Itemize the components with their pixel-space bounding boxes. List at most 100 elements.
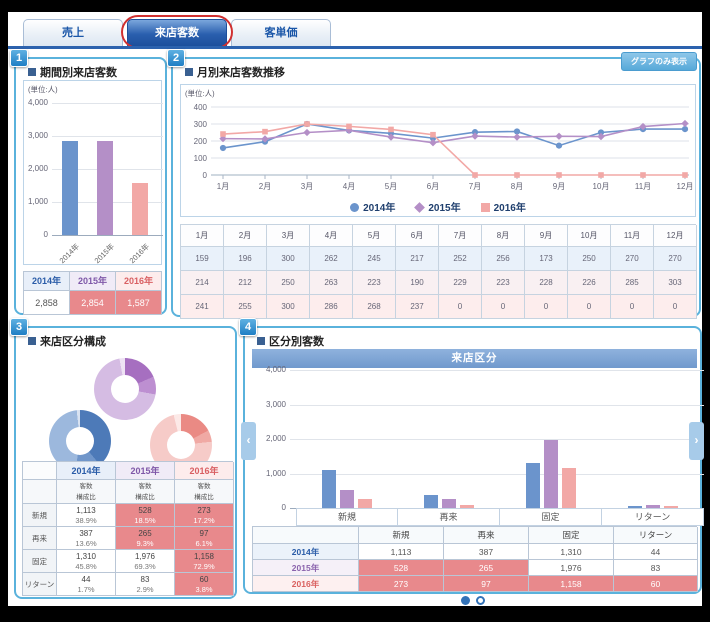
table-value-cell: 2,858 bbox=[24, 291, 70, 315]
table-value-cell: 263 bbox=[310, 271, 353, 295]
panel1-title: 期間別来店客数 bbox=[28, 64, 117, 80]
data-point bbox=[430, 131, 436, 138]
tab-sales[interactable]: 売上 bbox=[23, 19, 123, 46]
y-axis-tick-label: 0 bbox=[203, 171, 208, 180]
y-axis-tick-label: 0 bbox=[281, 503, 286, 512]
x-axis-month-label: 1月 bbox=[217, 182, 229, 191]
bar bbox=[131, 183, 148, 235]
y-axis-tick-label: 200 bbox=[194, 137, 208, 146]
y-axis-tick-label: 4,000 bbox=[27, 98, 48, 107]
category-chart-header: 来店区分 bbox=[252, 349, 697, 368]
composition-cell: 1,113 38.9% bbox=[57, 504, 116, 527]
table-value-cell: 159 bbox=[181, 247, 224, 271]
panel3-title: 来店区分構成 bbox=[28, 333, 106, 349]
category-axis-cell: リターン bbox=[602, 508, 704, 526]
composition-table: 2014年 2015年 2016年 客数 構成比 客数 構成比 客数 構成比 新規 1,113 38.… bbox=[22, 461, 234, 596]
table-value-cell: 97 bbox=[444, 576, 529, 592]
data-point bbox=[219, 144, 227, 152]
year-row-label: 2015年 bbox=[253, 560, 359, 576]
count-value: 60 bbox=[199, 575, 209, 584]
x-axis-month-label: 6月 bbox=[427, 182, 439, 191]
monthly-values-table: 1月 2月 3月 4月 5月 6月 7月 8月 9月 10月 11月 12月 159 196 300 262 2… bbox=[180, 224, 697, 319]
data-point bbox=[640, 172, 646, 178]
table-value-cell: 83 bbox=[614, 560, 698, 576]
gridline bbox=[52, 103, 163, 104]
year-row-label: 2016年 bbox=[253, 576, 359, 592]
legend-label: 2016年 bbox=[493, 203, 526, 214]
x-axis-category-label: 2014年 bbox=[57, 241, 81, 266]
tab-bar-underline bbox=[8, 46, 702, 49]
table-value-cell: 252 bbox=[439, 247, 482, 271]
page-dot[interactable] bbox=[460, 596, 470, 605]
table-value-cell: 300 bbox=[267, 247, 310, 271]
gridline bbox=[290, 404, 704, 406]
pct-value: 72.9% bbox=[193, 562, 215, 571]
chevron-right-icon[interactable]: › bbox=[689, 422, 704, 460]
month-header-cell: 7月 bbox=[439, 225, 482, 247]
corner-cell bbox=[23, 462, 57, 480]
table-value-cell: 60 bbox=[614, 576, 698, 592]
category-header-cell: 新規 bbox=[359, 527, 444, 544]
pct-value: 2.9% bbox=[136, 585, 154, 594]
composition-cell: 83 2.9% bbox=[116, 573, 175, 596]
composition-cell: 97 6.1% bbox=[175, 527, 234, 550]
data-point bbox=[556, 172, 562, 178]
pct-value: 17.2% bbox=[193, 516, 215, 525]
y-axis-tick-label: 3,000 bbox=[27, 131, 48, 140]
bar bbox=[664, 506, 678, 508]
x-axis-month-label: 2月 bbox=[259, 182, 271, 191]
title-bullet-icon bbox=[257, 337, 265, 345]
pct-value: 6.1% bbox=[195, 539, 213, 548]
table-value-cell: 250 bbox=[267, 271, 310, 295]
table-value-cell: 223 bbox=[353, 271, 396, 295]
table-value-cell: 250 bbox=[568, 247, 611, 271]
unit-label: (単位:人) bbox=[28, 85, 58, 94]
table-value-cell: 1,587 bbox=[116, 291, 162, 315]
composition-cell: 1,976 69.3% bbox=[116, 550, 175, 573]
period-total-table: 2014年 2015年 2016年 2,858 2,854 1,587 bbox=[23, 271, 162, 315]
bar bbox=[358, 499, 372, 508]
legend-marker-icon bbox=[480, 203, 490, 212]
show-graph-only-button[interactable]: グラフのみ表示 bbox=[621, 52, 697, 71]
x-axis-month-label: 11月 bbox=[635, 182, 651, 191]
data-point bbox=[472, 172, 478, 178]
pct-value: 3.8% bbox=[195, 585, 213, 594]
table-value-cell: 190 bbox=[396, 271, 439, 295]
subheader-line: 客数 bbox=[138, 483, 152, 490]
month-header-cell: 5月 bbox=[353, 225, 396, 247]
gridline bbox=[52, 235, 163, 236]
table-value-cell: 1,158 bbox=[529, 576, 614, 592]
subheader-cell: 客数 構成比 bbox=[57, 480, 116, 504]
x-axis-month-label: 12月 bbox=[677, 182, 694, 191]
bar bbox=[340, 490, 354, 508]
row-label-cell: リターン bbox=[23, 573, 57, 596]
tab-visitor-count[interactable]: 来店客数 bbox=[127, 19, 227, 46]
data-point bbox=[513, 128, 521, 135]
pct-value: 9.3% bbox=[136, 539, 154, 548]
data-point bbox=[346, 123, 352, 130]
composition-cell: 273 17.2% bbox=[175, 504, 234, 527]
x-axis-month-label: 3月 bbox=[301, 182, 313, 191]
y-axis-tick-label: 1,000 bbox=[27, 197, 48, 206]
count-value: 273 bbox=[197, 506, 211, 515]
panel1-number-badge: 1 bbox=[10, 49, 28, 67]
page-dot[interactable] bbox=[475, 596, 485, 605]
year-header-cell: 2014年 bbox=[57, 462, 116, 480]
pct-value: 18.5% bbox=[134, 516, 156, 525]
data-point bbox=[681, 119, 689, 128]
chevron-left-icon[interactable]: ‹ bbox=[241, 422, 256, 460]
title-bullet-icon bbox=[28, 337, 36, 345]
panel4-number-badge: 4 bbox=[239, 318, 257, 336]
composition-cell: 265 9.3% bbox=[116, 527, 175, 550]
subheader-line: 構成比 bbox=[135, 494, 155, 501]
y-axis-tick-label: 2,000 bbox=[265, 434, 286, 443]
y-axis-tick-label: 400 bbox=[194, 103, 208, 112]
tab-average-spend[interactable]: 客単価 bbox=[231, 19, 331, 46]
table-value-cell: 223 bbox=[482, 271, 525, 295]
table-value-cell: 268 bbox=[353, 295, 396, 319]
table-value-cell: 245 bbox=[353, 247, 396, 271]
data-point bbox=[471, 132, 479, 140]
composition-cell: 60 3.8% bbox=[175, 573, 234, 596]
count-value: 265 bbox=[138, 529, 152, 538]
table-value-cell: 228 bbox=[525, 271, 568, 295]
